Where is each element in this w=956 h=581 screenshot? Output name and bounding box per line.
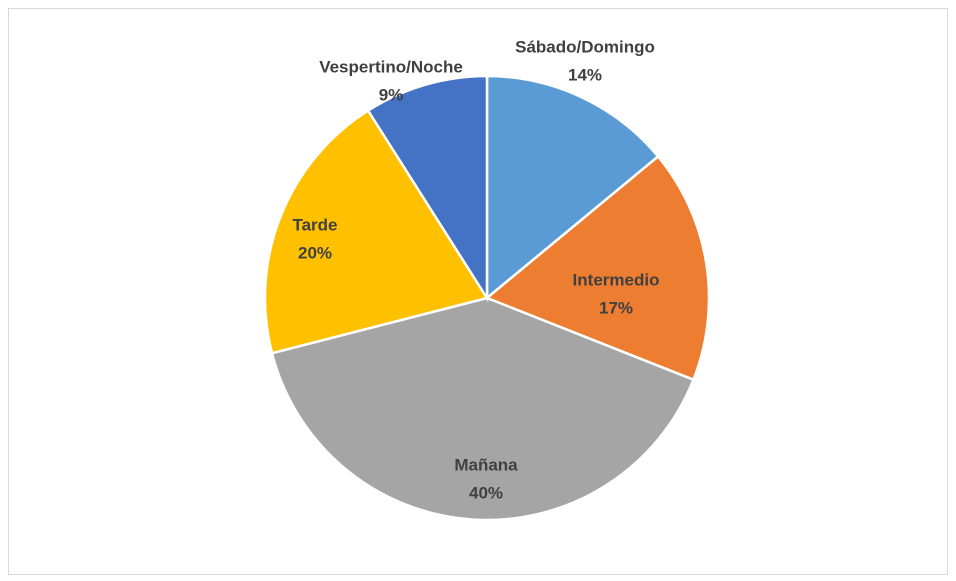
slice-category-label: Mañana: [454, 455, 518, 474]
slice-value-label: 14%: [568, 65, 602, 84]
pie-slice: [485, 74, 660, 301]
slice-value-label: 9%: [379, 85, 404, 104]
slice-category-label: Sábado/Domingo: [515, 37, 655, 56]
slice-value-label: 40%: [469, 483, 503, 502]
slice-value-label: 17%: [599, 298, 633, 317]
pie-slice: [263, 108, 489, 355]
pie-slice: [366, 74, 489, 303]
slice-category-label: Vespertino/Noche: [319, 57, 463, 76]
slice-category-label: Intermedio: [573, 270, 660, 289]
slice-category-label: Tarde: [292, 215, 337, 234]
pie-slice: [484, 154, 711, 382]
slice-value-label: 20%: [298, 243, 332, 262]
pie-slice: [270, 296, 696, 522]
